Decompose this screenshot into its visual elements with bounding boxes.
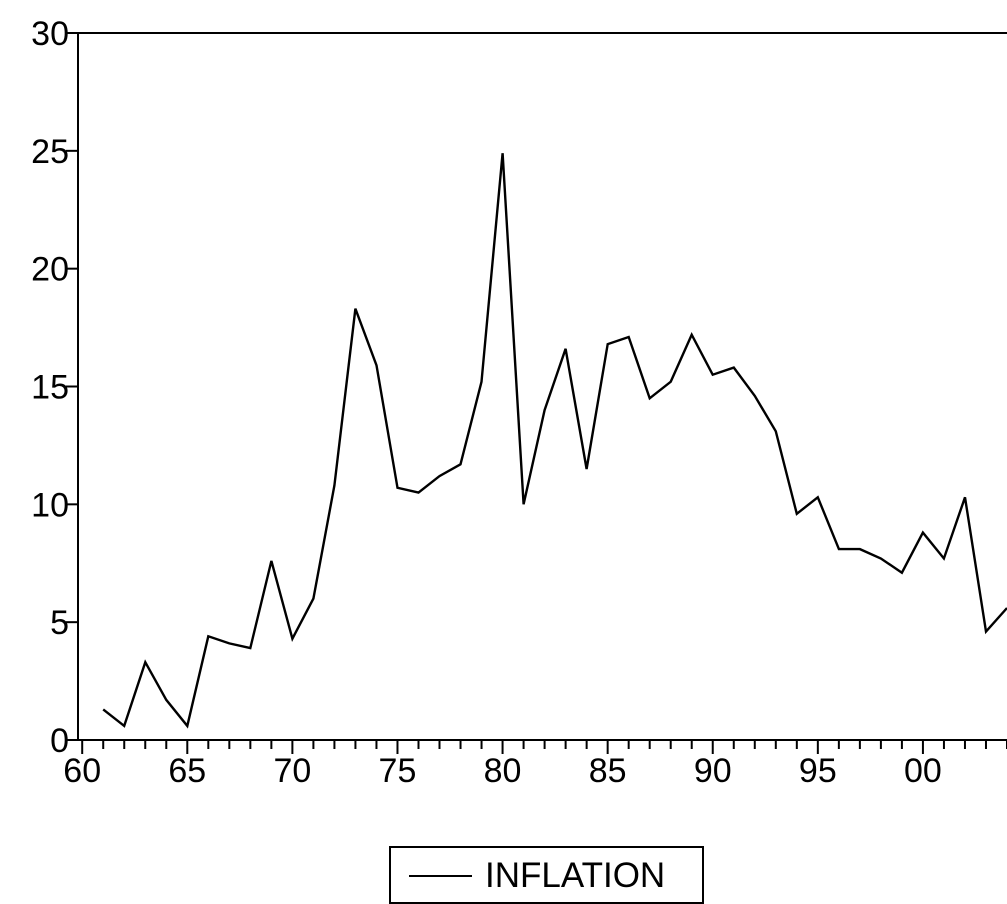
series-line-inflation: [102, 153, 1007, 729]
series-layer: [102, 153, 1007, 729]
x-tick-label: 80: [484, 752, 522, 790]
x-tick-label: 95: [799, 752, 837, 790]
tick-labels: 0 5 10 15 20 25 30 60 65 70 75 80 85 90 95 00: [31, 15, 942, 790]
x-tick-label: 65: [168, 752, 206, 790]
y-tick-label: 15: [31, 369, 69, 407]
x-tick-label: 85: [589, 752, 627, 790]
y-tick-label: 5: [50, 604, 69, 642]
x-tick-label: 70: [273, 752, 311, 790]
legend-line-swatch: [409, 875, 472, 877]
x-tick-label: 75: [379, 752, 417, 790]
y-tick-label: 25: [31, 133, 69, 171]
axes: [66, 32, 1007, 754]
x-tick-label: 60: [63, 752, 101, 790]
legend: INFLATION: [389, 846, 704, 904]
y-tick-label: 10: [31, 486, 69, 524]
x-tick-label: 00: [904, 752, 942, 790]
y-tick-label: 30: [31, 15, 69, 53]
y-tick-label: 0: [50, 722, 69, 760]
x-tick-label: 90: [694, 752, 732, 790]
y-tick-label: 20: [31, 251, 69, 289]
legend-label-inflation: INFLATION: [485, 856, 666, 895]
